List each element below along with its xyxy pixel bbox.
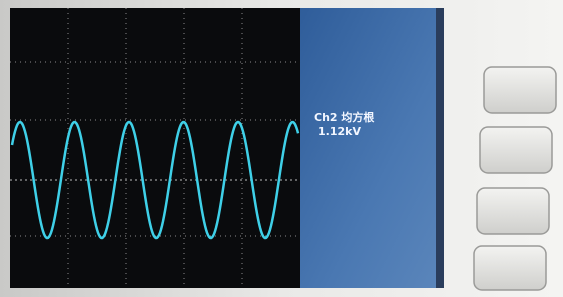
- menu-button[interactable]: [474, 246, 546, 290]
- panel-edge: [436, 8, 444, 288]
- measurement-label: Ch2 均方根: [314, 110, 375, 124]
- page: Ch2 均方根 1.12kV (() => { const data = JSO…: [0, 0, 563, 297]
- menu-button[interactable]: [484, 67, 556, 113]
- screen: [10, 8, 302, 288]
- measurement-value: 1.12kV: [318, 125, 361, 138]
- oscilloscope-photo: Ch2 均方根 1.12kV: [0, 0, 563, 297]
- menu-button[interactable]: [480, 127, 552, 173]
- menu-panel: [300, 8, 442, 288]
- menu-button[interactable]: [477, 188, 549, 234]
